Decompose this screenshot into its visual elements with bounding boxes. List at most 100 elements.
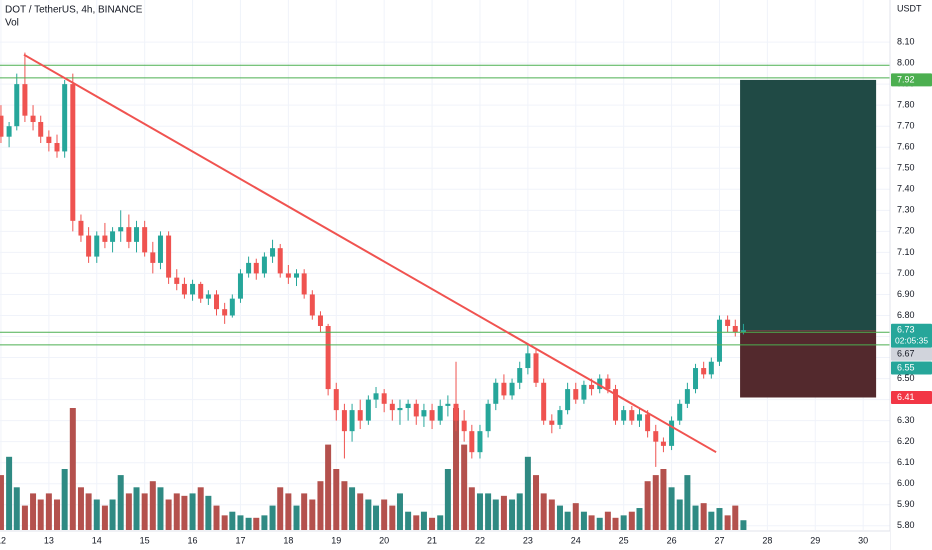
candle-body <box>190 283 196 295</box>
candle-body <box>157 235 163 263</box>
x-tick-label: 25 <box>619 535 629 545</box>
drawing-layer <box>0 53 890 454</box>
candle-body <box>684 389 690 404</box>
candle-body <box>605 378 611 390</box>
candle-body <box>525 353 531 369</box>
volume-bar <box>644 481 651 530</box>
volume-bar <box>628 511 635 530</box>
price-tag-label: 6.67 <box>897 349 915 359</box>
volume-bar <box>277 487 284 530</box>
volume-layer <box>0 408 747 530</box>
candle-body <box>381 393 387 404</box>
x-tick-label: 12 <box>0 535 6 545</box>
candle-body <box>645 414 651 432</box>
candle-body <box>389 403 395 411</box>
candle-body <box>445 403 451 406</box>
candle-body <box>94 235 100 257</box>
candle-body <box>261 256 267 274</box>
volume-bar <box>213 505 220 530</box>
candle-body <box>461 420 467 432</box>
candle-body <box>341 410 347 432</box>
candle-body <box>102 235 108 242</box>
volume-bar <box>253 517 260 530</box>
volume-bar <box>293 505 300 530</box>
candle-body <box>732 325 738 333</box>
y-tick-label: 6.80 <box>897 310 915 320</box>
candle-body <box>405 403 411 409</box>
volume-bar <box>429 517 436 530</box>
volume-bar <box>444 469 451 530</box>
volume-bar <box>405 511 412 530</box>
candle-body <box>517 368 523 383</box>
volume-bar <box>189 493 196 530</box>
volume-bar <box>420 511 427 530</box>
candle-body <box>725 319 731 326</box>
volume-bar <box>269 505 276 530</box>
candle-body <box>222 309 228 316</box>
candle-body <box>54 143 60 152</box>
candle-body <box>357 410 363 421</box>
volume-bar <box>109 499 116 530</box>
profit-zone <box>740 79 877 331</box>
volume-bar <box>612 517 619 530</box>
candle-body <box>716 319 722 362</box>
y-tick-label: 7.70 <box>897 121 915 131</box>
candle-body <box>38 121 44 137</box>
x-tick-label: 14 <box>92 535 102 545</box>
candle-body <box>285 273 291 278</box>
price-tag-label: 7.92 <box>897 74 915 84</box>
candle-body <box>78 220 84 236</box>
volume-bar <box>389 505 396 530</box>
candle-body <box>253 262 259 274</box>
volume-bar <box>692 505 699 530</box>
y-tick-label: 6.30 <box>897 415 915 425</box>
volume-bar <box>245 517 252 530</box>
y-tick-label: 5.90 <box>897 499 915 509</box>
candle-body <box>150 252 156 263</box>
candle-body <box>485 403 491 432</box>
volume-bar <box>6 456 13 530</box>
volume-bar <box>237 515 244 530</box>
candle-body <box>597 378 603 390</box>
y-tick-label: 8.10 <box>897 36 915 46</box>
candle-body <box>333 389 339 411</box>
volume-bar <box>524 456 531 530</box>
candle-body <box>557 410 563 425</box>
volume-bar <box>357 493 364 530</box>
y-tick-label: 6.10 <box>897 457 915 467</box>
volume-bar <box>572 503 579 530</box>
volume-bar <box>301 493 308 530</box>
y-axis-label: USDT <box>897 3 922 13</box>
volume-bar <box>54 499 61 530</box>
volume-bar <box>117 475 124 530</box>
candle-body <box>134 227 140 242</box>
x-tick-label: 20 <box>379 535 389 545</box>
x-tick-label: 13 <box>44 535 54 545</box>
y-tick-label: 7.60 <box>897 142 915 152</box>
x-tick-label: 24 <box>571 535 581 545</box>
volume-bar <box>716 508 723 530</box>
y-tick-label: 7.20 <box>897 226 915 236</box>
volume-bar <box>684 475 691 530</box>
volume-bar <box>708 511 715 530</box>
volume-bar <box>373 505 380 530</box>
volume-bar <box>676 499 683 530</box>
volume-bar <box>556 505 563 530</box>
volume-bar <box>30 493 37 530</box>
x-tick-label: 26 <box>667 535 677 545</box>
volume-bar <box>333 469 340 530</box>
candle-body <box>142 227 148 253</box>
candle-body <box>453 403 459 421</box>
volume-bar <box>221 515 228 530</box>
volume-bar <box>485 493 492 530</box>
volume-bar <box>173 493 180 530</box>
price-tag-label: 6.41 <box>897 392 915 402</box>
candle-body <box>437 405 443 421</box>
volume-bar <box>165 499 172 530</box>
candle-body <box>301 273 307 295</box>
candle-body <box>669 420 675 446</box>
volume-bar <box>101 505 108 530</box>
candle-body <box>397 408 403 411</box>
candle-body <box>205 294 211 299</box>
time-axis-bg <box>0 531 890 550</box>
